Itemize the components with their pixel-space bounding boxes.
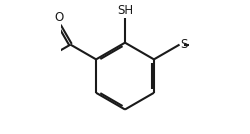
Text: SH: SH — [117, 4, 133, 17]
Text: O: O — [54, 11, 64, 24]
Text: S: S — [180, 38, 188, 51]
